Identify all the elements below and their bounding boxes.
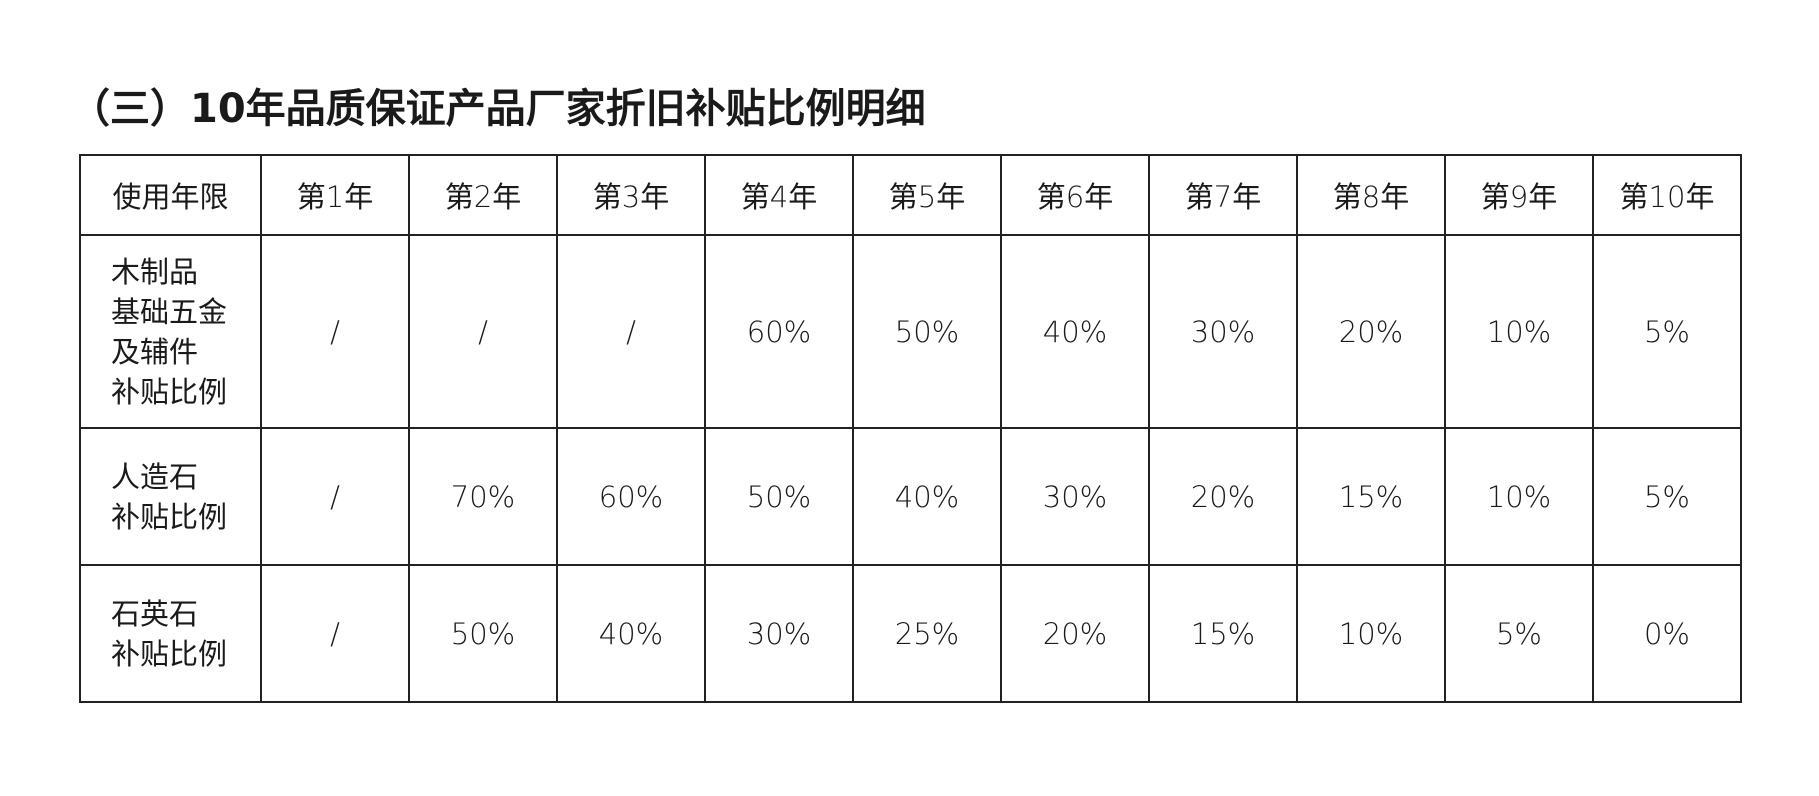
value-cell-year-1: /: [260, 234, 410, 429]
row-label-line: 补贴比例: [111, 374, 228, 409]
row-label-line: 及辅件: [111, 334, 199, 369]
value-cell-year-8: 15%: [1296, 427, 1446, 566]
value-cell-year-10: 5%: [1592, 427, 1742, 566]
header-cell-year-6: 第6年: [1000, 154, 1150, 236]
value-cell-year-10: 0%: [1592, 564, 1742, 703]
page-title: （三）10年品质保证产品厂家折旧补贴比例明细: [70, 86, 926, 132]
value-cell-year-7: 15%: [1148, 564, 1298, 703]
value-cell-year-6: 40%: [1000, 234, 1150, 429]
value-cell-year-5: 40%: [852, 427, 1002, 566]
value-cell-year-1: /: [260, 427, 410, 566]
value-cell-year-2: 50%: [408, 564, 558, 703]
row-label: 木制品基础五金及辅件补贴比例: [79, 234, 262, 429]
value-cell-year-3: 60%: [556, 427, 706, 566]
value-cell-year-6: 20%: [1000, 564, 1150, 703]
row-label-line: 木制品: [111, 254, 199, 289]
header-cell-year-7: 第7年: [1148, 154, 1298, 236]
header-cell-year-8: 第8年: [1296, 154, 1446, 236]
value-cell-year-4: 30%: [704, 564, 854, 703]
value-cell-year-8: 10%: [1296, 564, 1446, 703]
table-row: 人造石 补贴比例/70% 60% 50% 40% 30% 20% 15% 10% 5%: [79, 427, 1742, 566]
row-label-line: 基础五金: [111, 294, 228, 329]
value-cell-year-1: /: [260, 564, 410, 703]
value-cell-year-2: 70%: [408, 427, 558, 566]
table-row: 木制品 基础五金 及辅件 补贴比例 / //60% 50% 40% 30% 20% 10% 5%: [79, 234, 1742, 429]
header-cell-year-10: 第10年: [1592, 154, 1742, 236]
row-label: 人造石 补贴比例: [79, 427, 262, 566]
value-cell-year-8: 20%: [1296, 234, 1446, 429]
subsidy-table: 使用年限 第1年 第2年 第3年 第4年 第5年 第6年 第7年 第8年 第9年 第10年木制品基础…: [79, 154, 1742, 703]
value-cell-year-7: 30%: [1148, 234, 1298, 429]
value-cell-year-5: 25%: [852, 564, 1002, 703]
value-cell-year-9: 10%: [1444, 234, 1594, 429]
row-label-line: 补贴比例: [111, 499, 228, 534]
header-cell-year-3: 第3年: [556, 154, 706, 236]
value-cell-year-4: 50%: [704, 427, 854, 566]
value-cell-year-6: 30%: [1000, 427, 1150, 566]
row-label-line: 补贴比例: [111, 636, 228, 671]
table-row: 石英石 补贴比例/50% 40% 30% 25% 20% 15% 10% 5% 0%: [79, 564, 1742, 703]
header-cell-year-9: 第9年: [1444, 154, 1594, 236]
header-cell-year-2: 第2年: [408, 154, 558, 236]
value-cell-year-7: 20%: [1148, 427, 1298, 566]
row-label-line: 人造石: [111, 459, 199, 494]
value-cell-year-3: 40%: [556, 564, 706, 703]
row-label-line: 石英石: [111, 596, 199, 631]
value-cell-year-9: 10%: [1444, 427, 1594, 566]
value-cell-year-5: 50%: [852, 234, 1002, 429]
value-cell-year-3: /: [556, 234, 706, 429]
value-cell-year-10: 5%: [1592, 234, 1742, 429]
header-cell-year-1: 第1年: [260, 154, 410, 236]
value-cell-year-2: /: [408, 234, 558, 429]
value-cell-year-9: 5%: [1444, 564, 1594, 703]
header-row: 使用年限 第1年 第2年 第3年 第4年 第5年 第6年 第7年 第8年 第9年 第10年: [79, 154, 1742, 236]
header-cell-usage-years: 使用年限: [79, 154, 262, 236]
header-cell-year-5: 第5年: [852, 154, 1002, 236]
header-cell-year-4: 第4年: [704, 154, 854, 236]
value-cell-year-4: 60%: [704, 234, 854, 429]
row-label: 石英石 补贴比例: [79, 564, 262, 703]
